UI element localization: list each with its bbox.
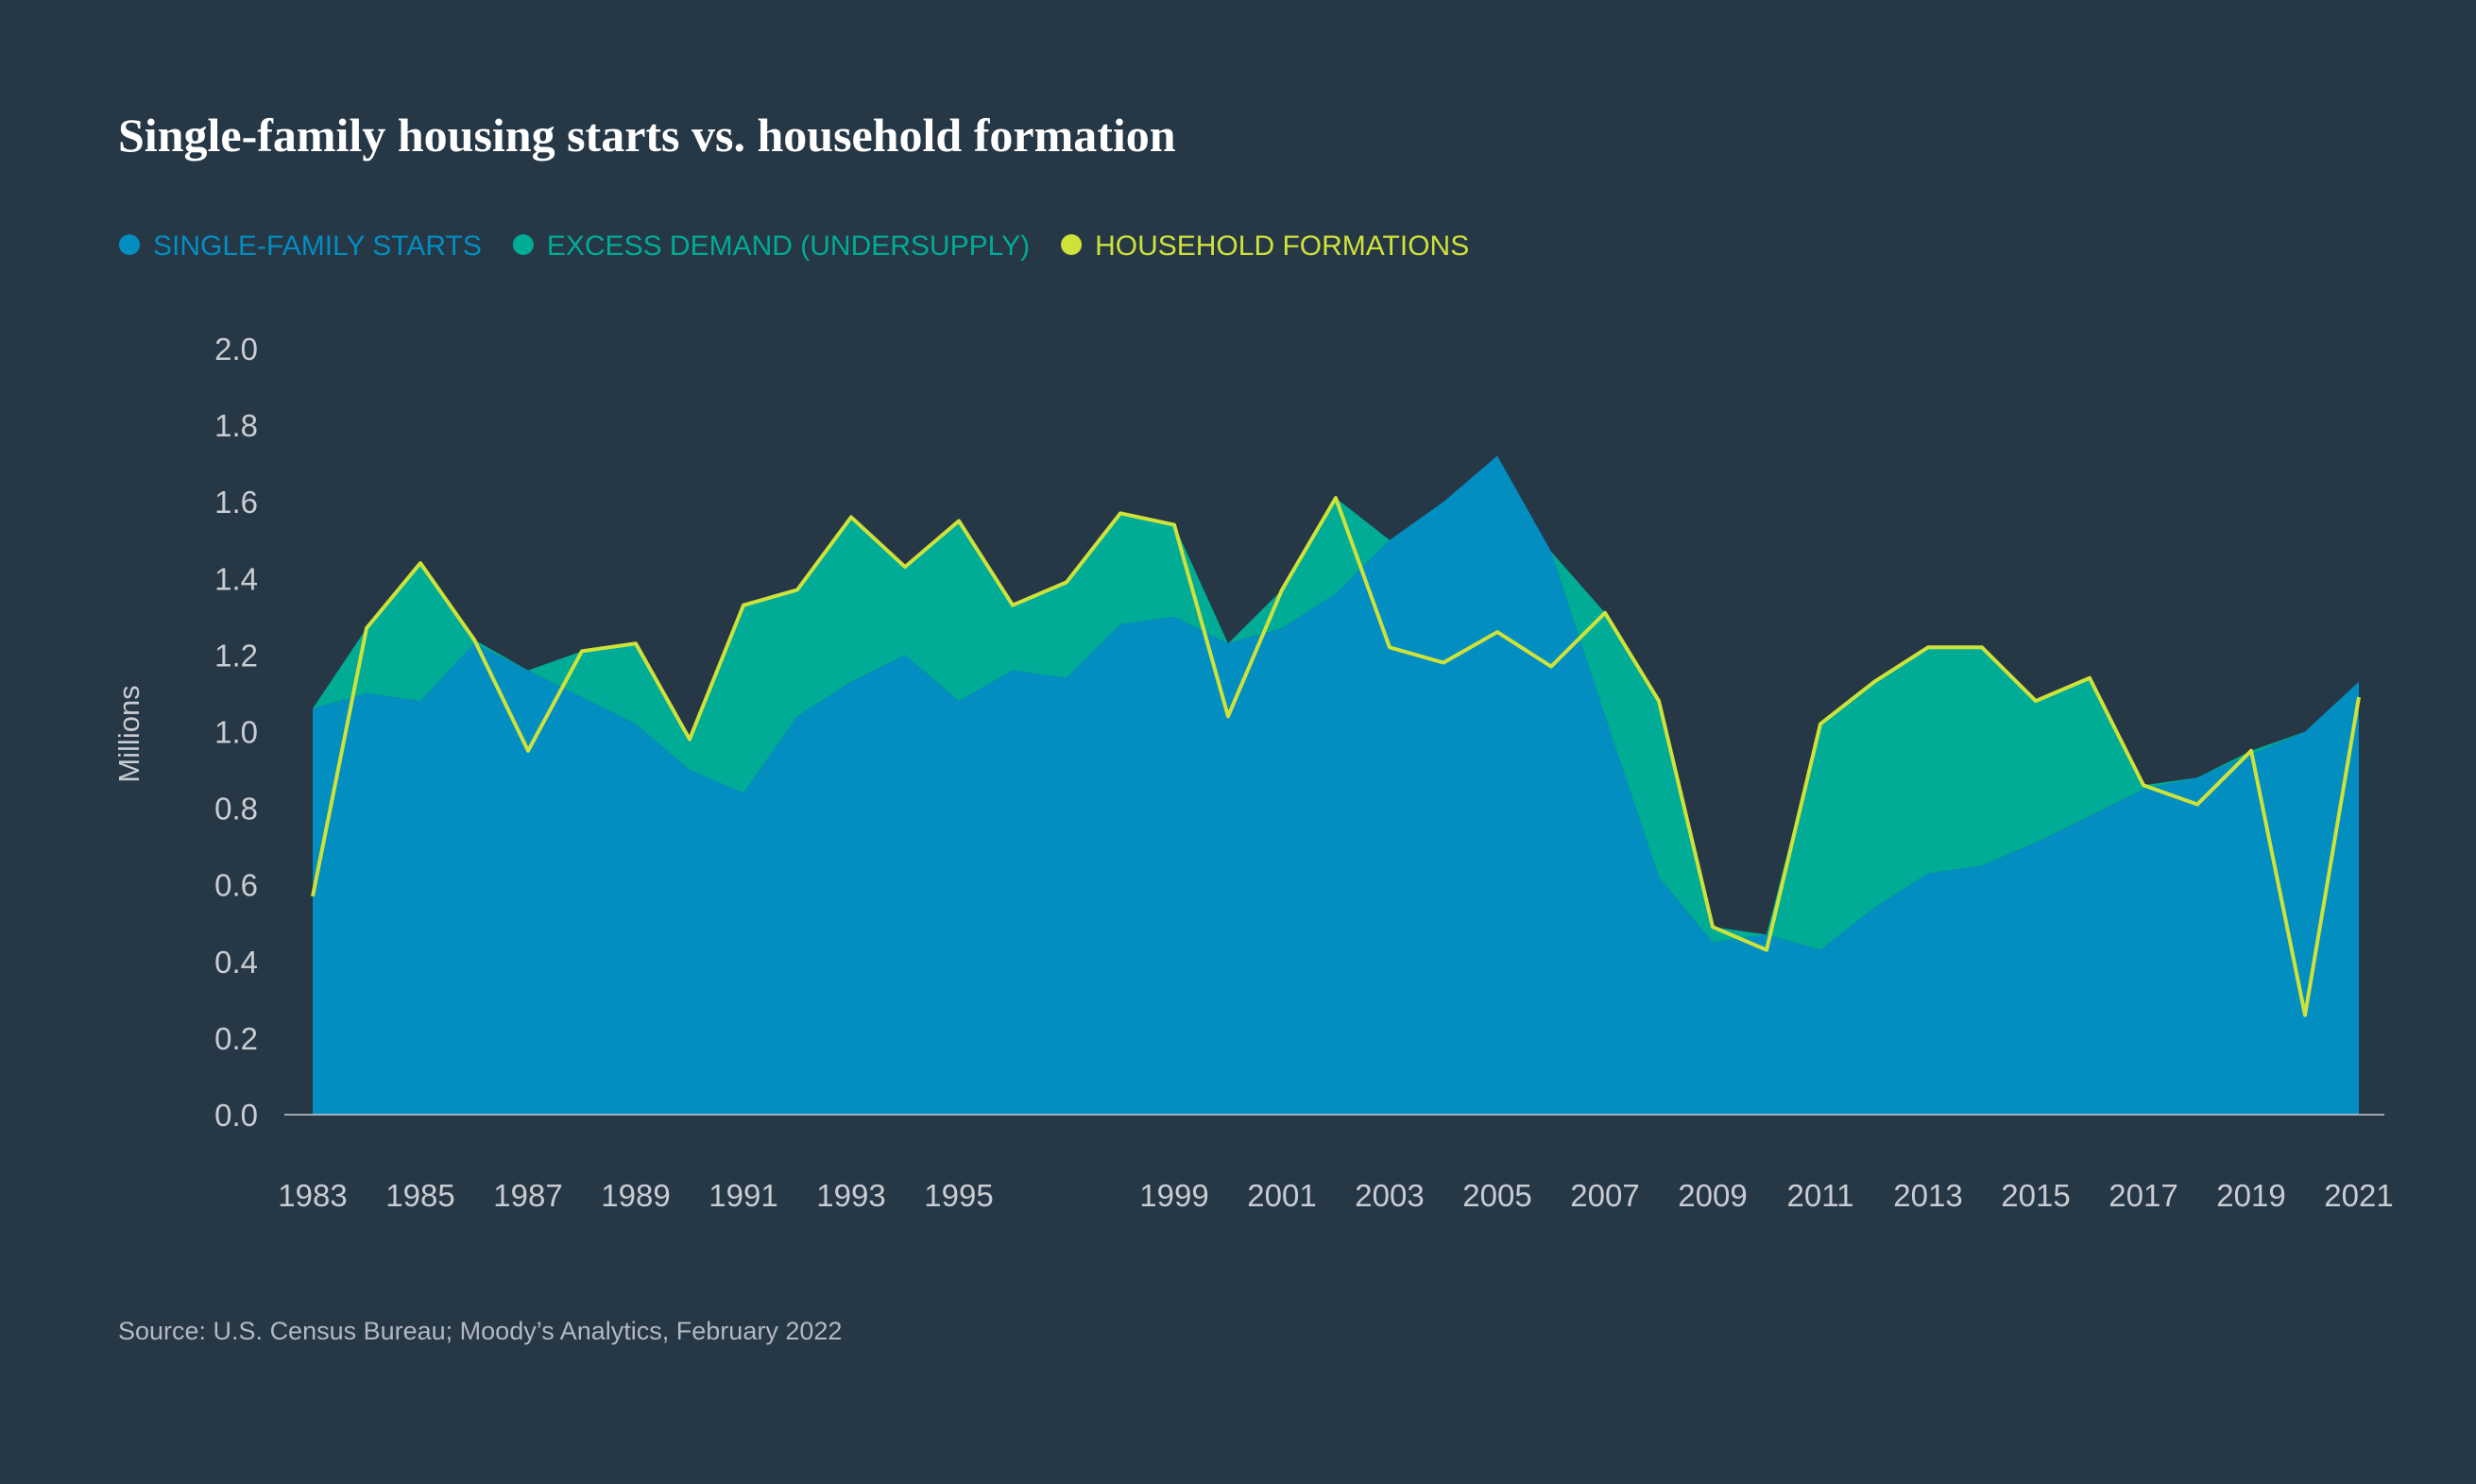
x-tick-label: 1989 (601, 1178, 670, 1213)
x-tick-label: 2009 (1678, 1178, 1747, 1213)
chart-title: Single-family housing starts vs. househo… (118, 109, 1176, 162)
source-note: Source: U.S. Census Bureau; Moody’s Anal… (118, 1317, 842, 1345)
y-tick-label: 0.0 (214, 1098, 258, 1133)
x-tick-label: 1985 (385, 1178, 454, 1213)
x-tick-label: 2011 (1787, 1178, 1854, 1213)
x-tick-label: 2017 (2109, 1178, 2177, 1213)
x-tick-label: 1995 (924, 1178, 993, 1213)
y-axis-label: Millions (112, 685, 145, 782)
legend-label: HOUSEHOLD FORMATIONS (1095, 230, 1469, 262)
x-tick-label: 1987 (493, 1178, 562, 1213)
legend-marker (1061, 234, 1083, 255)
y-tick-label: 0.8 (214, 792, 258, 827)
y-tick-label: 0.4 (214, 945, 258, 980)
legend-label: SINGLE-FAMILY STARTS (153, 230, 482, 262)
y-tick-label: 1.6 (214, 485, 258, 520)
y-tick-label: 1.2 (214, 638, 258, 673)
line (311, 496, 2361, 1017)
y-tick-label: 0.2 (214, 1021, 258, 1056)
x-tick-label: 1999 (1139, 1178, 1208, 1213)
y-tick-label: 0.6 (214, 868, 258, 903)
x-tick-label: 2019 (2216, 1178, 2285, 1213)
x-tick-label: 1991 (709, 1178, 777, 1213)
y-tick-label: 1.8 (214, 408, 258, 443)
y-tick-label: 1.4 (214, 561, 258, 596)
legend-marker (512, 234, 534, 255)
x-tick-label: 2003 (1355, 1178, 1424, 1213)
x-tick-label: 2021 (2324, 1178, 2393, 1213)
x-tick-label: 1993 (816, 1178, 885, 1213)
x-tick-label: 2005 (1462, 1178, 1531, 1213)
y-tick-label: 1.0 (214, 715, 258, 750)
legend-label: EXCESS DEMAND (UNDERSUPPLY) (547, 230, 1030, 262)
x-tick-label: 2013 (1893, 1178, 1962, 1213)
area (313, 455, 2359, 1115)
x-tick-label: 2015 (2001, 1178, 2070, 1213)
y-tick-label: 2.0 (214, 332, 258, 367)
legend-marker (119, 234, 140, 255)
x-tick-label: 2007 (1570, 1178, 1639, 1213)
area (313, 455, 2359, 950)
x-tick-label: 2001 (1247, 1178, 1316, 1213)
x-tick-label: 1983 (278, 1178, 347, 1213)
